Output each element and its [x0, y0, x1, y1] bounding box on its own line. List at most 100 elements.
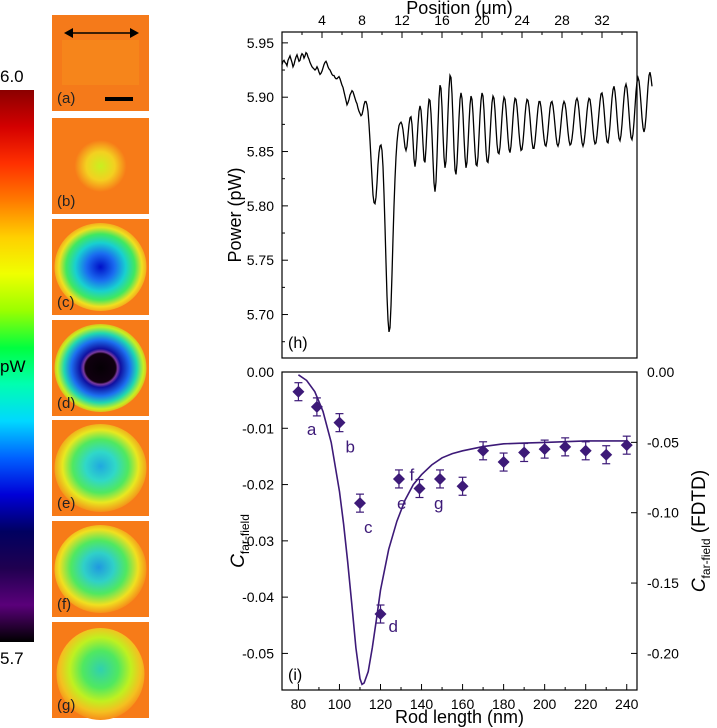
- power-trace: [281, 51, 653, 333]
- point-label-g: g: [434, 494, 443, 513]
- y2-tick-label: -0.10: [647, 505, 679, 521]
- colorbar-max-label: 6.0: [0, 67, 24, 86]
- y-tick-label: 0.00: [247, 364, 274, 380]
- data-point: [477, 444, 490, 457]
- image-panel-e: (e): [52, 420, 149, 516]
- panel-label: (g): [57, 697, 75, 714]
- data-point: [497, 456, 510, 469]
- y2-tick-label: 0.00: [647, 364, 674, 380]
- panel-spot: [54, 525, 147, 613]
- y-tick-label: 5.90: [247, 89, 274, 105]
- data-point: [559, 440, 572, 453]
- panel-label: (c): [57, 294, 75, 311]
- data-point: [579, 444, 592, 457]
- x-tick-label: 4: [318, 12, 326, 28]
- colorbar: 6.0 5.7 pW: [0, 67, 34, 668]
- point-label-e: e: [397, 494, 406, 513]
- x-axis-label: Position (μm): [406, 0, 512, 18]
- panel-label-h: (h): [288, 335, 308, 352]
- panel-shade: [62, 40, 139, 85]
- image-panels: (a) (b) (c) (d) (e) (f) (g): [52, 15, 149, 720]
- x-tick-label: 16: [434, 12, 450, 28]
- y-axis-label-sub: far-field: [238, 514, 252, 554]
- y-tick-label: 5.85: [247, 144, 274, 160]
- y2-tick-label: -0.20: [647, 645, 679, 661]
- image-panel-d: (d): [52, 320, 149, 416]
- x-tick-label: 20: [474, 12, 490, 28]
- x-tick-label: 24: [514, 12, 530, 28]
- data-point: [333, 416, 346, 429]
- data-point: [292, 385, 305, 398]
- x-tick-label: 12: [394, 12, 410, 28]
- panel-spot: [54, 223, 147, 311]
- x-tick-label: 8: [358, 12, 366, 28]
- y-tick-label: 5.70: [247, 307, 274, 323]
- panel-spot: [54, 424, 147, 512]
- image-panel-g: (g): [52, 622, 149, 720]
- data-point: [456, 480, 469, 493]
- panel-spot: [54, 324, 147, 412]
- data-point: [518, 446, 531, 459]
- data-point: [600, 448, 613, 461]
- point-label-c: c: [364, 518, 373, 537]
- x-tick-label: 180: [492, 696, 516, 712]
- data-point: [620, 439, 633, 452]
- y2-tick-label: -0.15: [647, 575, 679, 591]
- colorbar-gradient: [0, 90, 34, 642]
- data-point: [392, 472, 405, 485]
- panel-label: (e): [57, 495, 75, 512]
- y2-axis-label-main: C: [689, 578, 710, 592]
- data-point: [374, 608, 387, 621]
- x-tick-label: 220: [574, 696, 598, 712]
- arrow-head-right: [130, 28, 139, 38]
- colorbar-min-label: 5.7: [0, 649, 24, 668]
- y-tick-label: -0.04: [242, 589, 274, 605]
- x-tick-label: 160: [451, 696, 475, 712]
- y-axis-label: Power (pW): [225, 167, 245, 262]
- x-tick-label: 240: [615, 696, 639, 712]
- x-axis-label: Rod length (nm): [395, 707, 524, 727]
- y-tick-label: -0.03: [242, 533, 274, 549]
- data-point: [310, 400, 323, 413]
- image-panel-b: (b): [52, 118, 149, 214]
- point-label-a: a: [307, 420, 317, 439]
- panel-spot: [56, 628, 145, 720]
- y2-axis-label-suffix: (FDTD): [689, 470, 710, 539]
- data-point: [413, 482, 426, 495]
- panel-label: (a): [57, 90, 75, 107]
- y-tick-label: -0.05: [242, 645, 274, 661]
- y-axis-label: Cfar-field: [228, 514, 252, 568]
- x-tick-label: 32: [594, 12, 610, 28]
- panel-label: (d): [57, 395, 75, 412]
- plot-frame: [281, 371, 638, 691]
- colorbar-unit: pW: [0, 357, 26, 376]
- image-panel-c: (c): [52, 219, 149, 315]
- y2-tick-label: -0.05: [647, 434, 679, 450]
- point-label-b: b: [345, 438, 354, 457]
- scale-bar: [105, 97, 133, 101]
- fdtd-curve: [297, 374, 627, 686]
- plot-frame: [281, 31, 638, 359]
- chart-power-vs-position: 5.70 5.75 5.80 5.85 5.90 5.95 4 8 12 16 20 24 28 32 Po…: [225, 0, 653, 359]
- panel-spot: [74, 140, 127, 192]
- data-point: [434, 472, 447, 485]
- arrow-head-left: [64, 28, 73, 38]
- point-label-d: d: [388, 617, 397, 636]
- y-tick-label: 5.80: [247, 198, 274, 214]
- image-panel-f: (f): [52, 521, 149, 617]
- x-tick-label: 120: [369, 696, 393, 712]
- y-axis-label-main: C: [228, 554, 249, 568]
- y-tick-label: 5.95: [247, 35, 274, 51]
- x-tick-label: 100: [328, 696, 352, 712]
- panel-label: (f): [57, 596, 71, 613]
- data-point: [353, 497, 366, 510]
- y-tick-label: -0.01: [242, 420, 274, 436]
- panel-label-i: (i): [288, 667, 302, 684]
- y2-axis-label: Cfar-field (FDTD): [689, 470, 713, 592]
- y2-axis-label-sub: far-field: [699, 538, 713, 578]
- x-tick-label: 200: [533, 696, 557, 712]
- point-label-f: f: [409, 466, 414, 485]
- x-tick-label: 140: [410, 696, 434, 712]
- y-tick-label: 5.75: [247, 252, 274, 268]
